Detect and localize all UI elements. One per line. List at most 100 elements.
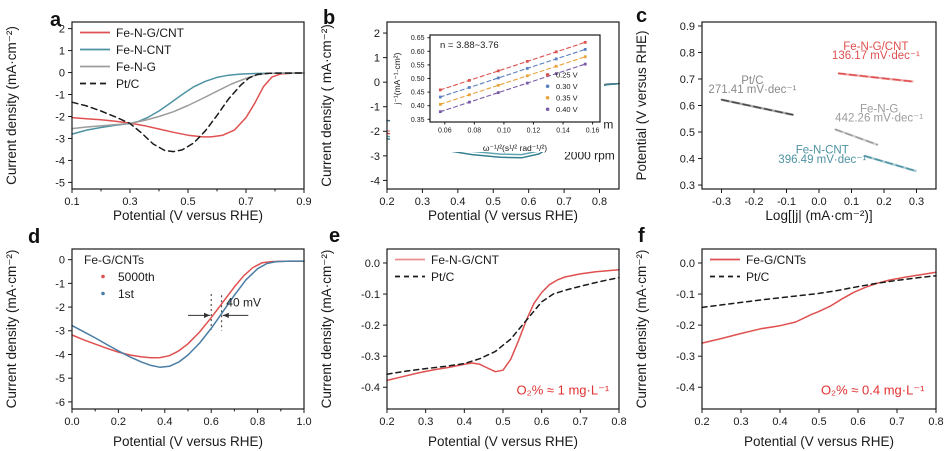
data-marker xyxy=(438,88,442,92)
x-tick-label: 0.4 xyxy=(772,416,787,428)
panel-letter-a: a xyxy=(50,9,62,31)
x-tick-label: 0.5 xyxy=(486,196,501,208)
series-0-40-v xyxy=(439,63,586,113)
legend-label: Fe-G/CNTs xyxy=(84,253,144,267)
plot-frame xyxy=(71,248,305,410)
data-marker xyxy=(438,102,442,106)
annotation: n = 3.88~3.76 xyxy=(440,40,499,51)
x-tick-label: 0.3 xyxy=(733,416,748,428)
panel-b-chart: 0.2 0.3 0.4 0.5 0.6 0.7 0.8 2 1 0 -1 -2 -3 -4 Potentia… xyxy=(319,21,620,223)
y-tick-label: -0.4 xyxy=(361,382,380,394)
legend-marker xyxy=(545,84,550,89)
y-axis-label: Current density (mA·cm⁻²) xyxy=(634,250,649,409)
x-tick-label: -0.3 xyxy=(712,196,731,208)
y-tick-label: 0 xyxy=(374,77,380,89)
data-marker xyxy=(496,69,500,73)
series-pt-c-tafel xyxy=(720,98,794,116)
data-marker xyxy=(496,83,500,87)
y-tick-label: 0.60 xyxy=(411,49,425,56)
x-tick-label: 0.3 xyxy=(909,196,924,208)
x-tick-label: 0.8 xyxy=(592,196,607,208)
y-tick-label: -1 xyxy=(370,102,380,114)
legend-label: Fe-G/CNTs xyxy=(746,253,806,267)
data-marker xyxy=(438,110,442,114)
x-tick-label: 0.8 xyxy=(611,416,626,428)
plot-frame xyxy=(386,21,620,190)
data-marker xyxy=(525,81,529,85)
y-tick-label: -4 xyxy=(55,349,65,361)
legend-label: 5000th xyxy=(118,270,155,284)
y-tick-label: 0.7 xyxy=(680,74,695,86)
inset-background xyxy=(390,25,604,152)
panel-letter-d: d xyxy=(28,226,41,248)
y-tick-label: -0.3 xyxy=(676,351,695,363)
x-tick-label: 0.7 xyxy=(573,416,588,428)
data-marker xyxy=(496,91,500,95)
data-marker xyxy=(525,67,529,70)
annotation: 136.17 mV·dec⁻¹ xyxy=(832,50,920,62)
annotation: O₂% ≈ 1 mg·L⁻¹ xyxy=(517,382,610,397)
x-tick-label: 0.3 xyxy=(418,416,433,428)
y-tick-label: -0.3 xyxy=(361,351,380,363)
x-tick-label: 0.7 xyxy=(556,196,571,208)
y-axis-label: Current density (mA·cm⁻²) xyxy=(319,250,334,409)
data-marker xyxy=(583,62,587,66)
annotation: 271.41 mV·dec⁻¹ xyxy=(708,84,796,96)
y-tick-label: 0.0 xyxy=(365,258,380,270)
y-tick-label: 0.35 xyxy=(411,117,425,124)
series-pt-c xyxy=(386,276,620,375)
y-axis-label: Current density ( mA·cm⁻²) xyxy=(319,24,334,186)
x-tick-label: 0.08 xyxy=(468,128,482,135)
series-1st xyxy=(71,260,305,369)
y-tick-label: -3 xyxy=(55,326,65,338)
legend-label: Fe-N-CNT xyxy=(116,43,172,57)
y-tick-label: -2 xyxy=(370,126,380,138)
y-axis-label: Current density (mA·cm⁻²) xyxy=(4,250,19,409)
x-tick-label: 0.5 xyxy=(811,416,826,428)
panel-b: b 0.2 0.3 0.4 0.5 0.6 0.7 0.8 2 1 0 -1 -2 -3 -4 Potent… xyxy=(315,0,630,225)
series-fe-n-g-cnt-tafel xyxy=(837,72,915,83)
x-tick-label: 0.2 xyxy=(111,416,126,428)
panel-a-chart: 0.1 0.3 0.5 0.7 0.9 2 1 0 -1 -2 -3 -4 -5 Potential (V… xyxy=(4,21,312,223)
legend-label: 0.40 V xyxy=(556,105,578,114)
legend-marker xyxy=(545,72,550,77)
data-marker xyxy=(467,79,471,82)
y-tick-label: -1 xyxy=(55,89,65,101)
panel-letter-f: f xyxy=(638,225,645,247)
y-tick-label: 0.6 xyxy=(680,100,695,112)
y-tick-label: -1 xyxy=(55,278,65,290)
arrow-head xyxy=(222,312,229,318)
annotation: Fe-N-CNT xyxy=(796,145,849,157)
x-tick-label: 0.3 xyxy=(122,196,137,208)
x-axis-label: Potential (V versus RHE) xyxy=(744,434,894,449)
data-marker xyxy=(583,48,587,51)
y-tick-label: -3 xyxy=(370,151,380,163)
y-tick-label: 0.3 xyxy=(680,180,695,192)
panel-c: c -0.3 -0.2 -0.1 0.0 0.1 0.2 0.3 0.3 0.4 0.5 0.6 0.… xyxy=(630,0,947,225)
x-tick-label: 0.8 xyxy=(250,416,265,428)
series-fe-n-cnt-tafel xyxy=(863,155,918,172)
y-tick-label: 0 xyxy=(59,67,65,79)
panel-e: e 0.2 0.3 0.4 0.5 0.6 0.7 0.8 0.0 -0.1 -0.2 -0.3 -0… xyxy=(315,225,630,451)
legend-marker xyxy=(545,107,550,112)
legend-label: Pt/C xyxy=(746,270,770,284)
y-tick-label: 0.65 xyxy=(411,35,425,42)
x-tick-label: 1.0 xyxy=(296,416,311,428)
data-marker xyxy=(554,57,558,61)
y-tick-label: 0.8 xyxy=(680,47,695,59)
y-tick-label: -0.4 xyxy=(676,382,695,394)
series-fe-g-cnts xyxy=(701,271,937,344)
annotation: Fe-N-G/CNT xyxy=(843,41,908,53)
panel-letter-e: e xyxy=(329,225,341,247)
x-tick-label: 0.9 xyxy=(296,196,311,208)
y-tick-label: 0.55 xyxy=(411,62,425,69)
x-axis-label: Potential (V versus RHE) xyxy=(113,434,263,449)
series-fe-n-cnt xyxy=(71,72,305,135)
legend-label: 1st xyxy=(118,287,135,301)
series-fe-n-g-cnt xyxy=(71,72,305,138)
panel-a: a 0.1 0.3 0.5 0.7 0.9 2 1 0 -1 -2 -3 -4 -5 Potential … xyxy=(0,0,315,225)
legend-label: Fe-N-G/CNT xyxy=(116,26,185,40)
legend-label: Fe-N-G/CNT xyxy=(431,253,500,267)
x-axis-label: ω⁻¹/²(s¹/² rad⁻¹/²) xyxy=(483,143,547,153)
legend-label: Pt/C xyxy=(431,270,455,284)
